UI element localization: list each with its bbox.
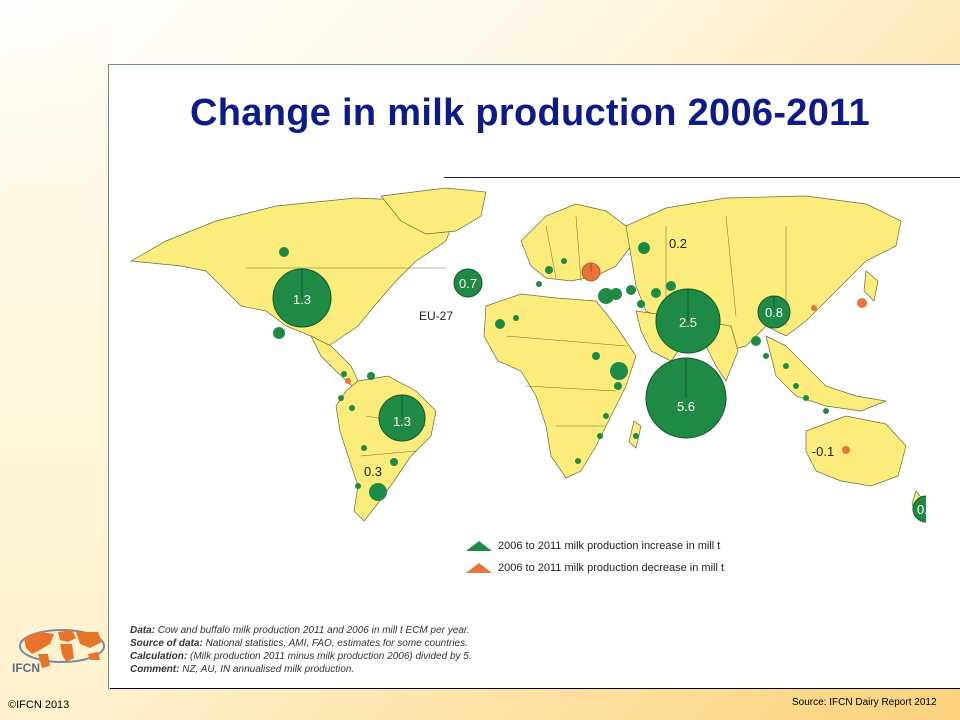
bubble-label-eu: 0.7: [459, 276, 477, 291]
bubble-label-pakistan: 2.5: [679, 315, 697, 330]
calc-note-text: (Milk production 2011 minus milk product…: [187, 651, 472, 662]
land-europe: [520, 203, 632, 282]
land-japan: [863, 270, 879, 302]
comment-note-label: Comment:: [130, 664, 180, 675]
title-rule: [444, 177, 960, 178]
bubble-label-new-zealand: 0.6: [917, 502, 926, 517]
land-africa: [483, 293, 637, 479]
bubble-eu: [453, 268, 483, 298]
footer-rule: [110, 688, 960, 689]
bubble-canada: [279, 247, 289, 257]
data-note-text: Cow and buffalo milk production 2011 and…: [155, 625, 470, 636]
source-note-text: National statistics, AMI, FAO, estimates…: [202, 638, 468, 649]
eu-27-label: EU-27: [419, 309, 454, 323]
bubble-label-usa: 1.3: [293, 292, 311, 307]
legend-decrease: 2006 to 2011 milk production decrease in…: [466, 560, 724, 576]
border-lines: [246, 215, 787, 457]
legend-increase: 2006 to 2011 milk production increase in…: [466, 538, 724, 554]
land-south-america: [335, 375, 437, 522]
legend-decrease-label: 2006 to 2011 milk production decrease in…: [498, 562, 725, 574]
data-note-label: Data:: [130, 625, 156, 636]
bubble-label-china: 0.8: [765, 305, 783, 320]
bubble-label-australia: -0.1: [812, 444, 834, 459]
bubble-new-zealand: [912, 495, 926, 523]
bubble-label-argentina: 0.3: [364, 464, 382, 479]
bubble-russia: [638, 242, 650, 254]
comment-note-text: NZ, AU, IN annualised milk production.: [179, 664, 355, 675]
land-australia: [805, 415, 907, 487]
legend-increase-label: 2006 to 2011 milk production increase in…: [498, 540, 721, 552]
legend: 2006 to 2011 milk production increase in…: [466, 538, 724, 582]
land-southeast-asia: [765, 335, 888, 412]
bubble-venezuela: [345, 378, 351, 384]
land-greenland: [380, 187, 487, 235]
ifcn-logo: IFCN: [12, 629, 105, 674]
bubble-label-brazil: 1.3: [393, 414, 411, 429]
bubble-korea: [811, 305, 817, 311]
bubble-label-russia: 0.2: [669, 236, 687, 251]
logo-text: IFCN: [12, 661, 40, 674]
notes: Data: Cow and buffalo milk production 20…: [130, 624, 472, 676]
land-masses: [129, 187, 925, 522]
decrease-marker-icon: [466, 563, 492, 573]
bubble-australia: [842, 446, 850, 454]
increase-marker-icon: [466, 541, 492, 551]
bubble-label-india: 5.6: [677, 399, 695, 414]
page-title: Change in milk production 2006-2011: [190, 92, 870, 134]
bubble-japan: [857, 298, 867, 308]
source-note-label: Source of data:: [130, 638, 203, 649]
background-band: [0, 0, 110, 720]
world-map: 1.3 0.7 0.2 2.5 0.8 5.6 1.3 0.3 -0.1 0.6: [129, 187, 926, 523]
source-credit: Source: IFCN Dairy Report 2012: [792, 697, 937, 708]
calc-note-label: Calculation:: [130, 651, 188, 662]
bubbles: 1.3 0.7 0.2 2.5 0.8 5.6 1.3 0.3 -0.1 0.6: [272, 236, 926, 523]
copyright: ©IFCN 2013: [8, 699, 70, 711]
bubble-argentina: [369, 483, 387, 501]
